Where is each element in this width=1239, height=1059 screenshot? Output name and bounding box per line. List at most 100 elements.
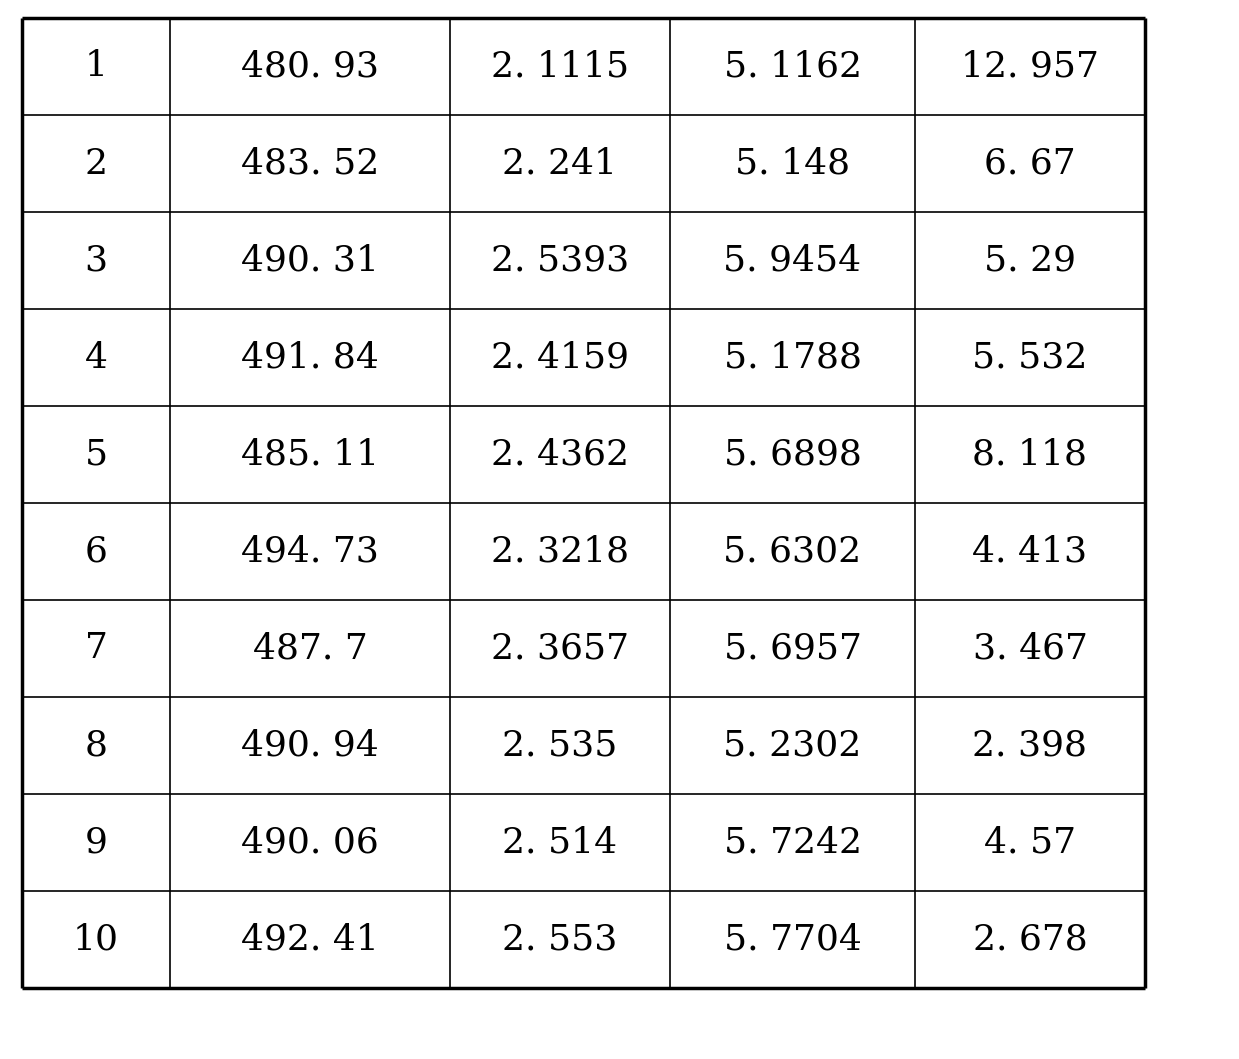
Bar xyxy=(450,697,670,794)
Bar xyxy=(22,406,170,503)
Text: 8: 8 xyxy=(84,729,108,762)
Bar xyxy=(670,794,914,891)
Text: 6. 67: 6. 67 xyxy=(984,146,1075,180)
Bar xyxy=(450,309,670,406)
Bar xyxy=(22,794,170,891)
Text: 2. 3218: 2. 3218 xyxy=(491,535,629,569)
Text: 5. 532: 5. 532 xyxy=(973,341,1088,375)
Text: 2. 398: 2. 398 xyxy=(973,729,1088,762)
Bar xyxy=(170,891,450,988)
Bar xyxy=(670,406,914,503)
Text: 5. 1788: 5. 1788 xyxy=(724,341,861,375)
Bar xyxy=(450,794,670,891)
Text: 4. 413: 4. 413 xyxy=(973,535,1088,569)
Bar xyxy=(670,18,914,115)
Text: 7: 7 xyxy=(84,631,108,665)
Bar xyxy=(914,600,1145,697)
Bar xyxy=(914,406,1145,503)
Text: 8. 118: 8. 118 xyxy=(973,437,1088,471)
Text: 491. 84: 491. 84 xyxy=(242,341,379,375)
Bar xyxy=(670,891,914,988)
Text: 5. 9454: 5. 9454 xyxy=(724,244,861,277)
Text: 5. 7242: 5. 7242 xyxy=(724,826,861,860)
Bar xyxy=(22,115,170,212)
Text: 4: 4 xyxy=(84,341,108,375)
Bar xyxy=(914,212,1145,309)
Bar xyxy=(914,794,1145,891)
Text: 480. 93: 480. 93 xyxy=(242,50,379,84)
Bar xyxy=(914,18,1145,115)
Text: 6: 6 xyxy=(84,535,108,569)
Text: 2. 1115: 2. 1115 xyxy=(491,50,629,84)
Text: 483. 52: 483. 52 xyxy=(240,146,379,180)
Text: 487. 7: 487. 7 xyxy=(253,631,368,665)
Text: 5. 1162: 5. 1162 xyxy=(724,50,861,84)
Text: 2. 241: 2. 241 xyxy=(503,146,617,180)
Text: 485. 11: 485. 11 xyxy=(240,437,379,471)
Text: 5: 5 xyxy=(84,437,108,471)
Bar xyxy=(670,600,914,697)
Text: 5. 2302: 5. 2302 xyxy=(724,729,861,762)
Text: 494. 73: 494. 73 xyxy=(242,535,379,569)
Text: 490. 06: 490. 06 xyxy=(242,826,379,860)
Bar xyxy=(450,18,670,115)
Bar xyxy=(170,212,450,309)
Bar xyxy=(22,697,170,794)
Text: 2. 678: 2. 678 xyxy=(973,922,1088,956)
Text: 2. 535: 2. 535 xyxy=(502,729,618,762)
Bar xyxy=(914,309,1145,406)
Bar xyxy=(170,406,450,503)
Text: 2. 553: 2. 553 xyxy=(502,922,618,956)
Bar xyxy=(22,600,170,697)
Text: 2. 4159: 2. 4159 xyxy=(491,341,629,375)
Text: 5. 29: 5. 29 xyxy=(984,244,1075,277)
Text: 5. 7704: 5. 7704 xyxy=(724,922,861,956)
Bar xyxy=(22,503,170,600)
Bar xyxy=(22,309,170,406)
Text: 3: 3 xyxy=(84,244,108,277)
Text: 492. 41: 492. 41 xyxy=(242,922,379,956)
Bar xyxy=(170,794,450,891)
Bar xyxy=(22,18,170,115)
Text: 2. 4362: 2. 4362 xyxy=(491,437,629,471)
Bar xyxy=(22,891,170,988)
Bar xyxy=(170,600,450,697)
Text: 1: 1 xyxy=(84,50,108,84)
Bar xyxy=(170,18,450,115)
Bar xyxy=(170,309,450,406)
Text: 5. 148: 5. 148 xyxy=(735,146,850,180)
Bar xyxy=(450,600,670,697)
Bar xyxy=(450,212,670,309)
Text: 5. 6898: 5. 6898 xyxy=(724,437,861,471)
Text: 2. 5393: 2. 5393 xyxy=(491,244,629,277)
Bar xyxy=(450,503,670,600)
Text: 490. 31: 490. 31 xyxy=(242,244,379,277)
Text: 4. 57: 4. 57 xyxy=(984,826,1075,860)
Text: 490. 94: 490. 94 xyxy=(242,729,379,762)
Bar xyxy=(914,891,1145,988)
Bar xyxy=(670,115,914,212)
Text: 2. 514: 2. 514 xyxy=(503,826,617,860)
Bar xyxy=(170,115,450,212)
Bar xyxy=(914,115,1145,212)
Text: 5. 6957: 5. 6957 xyxy=(724,631,861,665)
Text: 2. 3657: 2. 3657 xyxy=(491,631,629,665)
Bar xyxy=(670,697,914,794)
Text: 5. 6302: 5. 6302 xyxy=(724,535,861,569)
Text: 3. 467: 3. 467 xyxy=(973,631,1088,665)
Bar xyxy=(450,891,670,988)
Bar xyxy=(670,212,914,309)
Text: 10: 10 xyxy=(73,922,119,956)
Bar xyxy=(450,406,670,503)
Text: 9: 9 xyxy=(84,826,108,860)
Bar xyxy=(670,503,914,600)
Bar xyxy=(450,115,670,212)
Bar xyxy=(170,697,450,794)
Text: 2: 2 xyxy=(84,146,108,180)
Bar xyxy=(170,503,450,600)
Bar xyxy=(22,212,170,309)
Bar xyxy=(670,309,914,406)
Bar xyxy=(914,503,1145,600)
Bar xyxy=(914,697,1145,794)
Text: 12. 957: 12. 957 xyxy=(961,50,1099,84)
